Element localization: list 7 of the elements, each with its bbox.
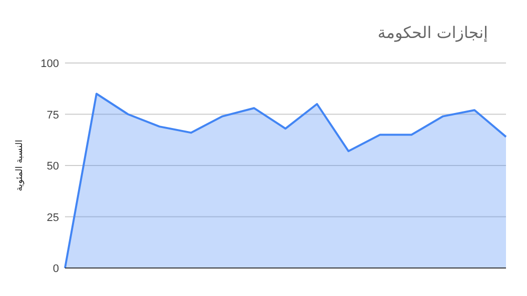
y-tick-label: 75 — [46, 109, 59, 122]
y-tick-label: 100 — [40, 58, 59, 70]
y-tick-label: 25 — [46, 212, 59, 224]
y-tick-label: 0 — [52, 263, 59, 275]
chart-title: إنجازات الحكومة — [378, 23, 488, 42]
y-axis-title: النسبة المئوية — [15, 140, 25, 192]
y-tick-label: 50 — [46, 160, 59, 172]
